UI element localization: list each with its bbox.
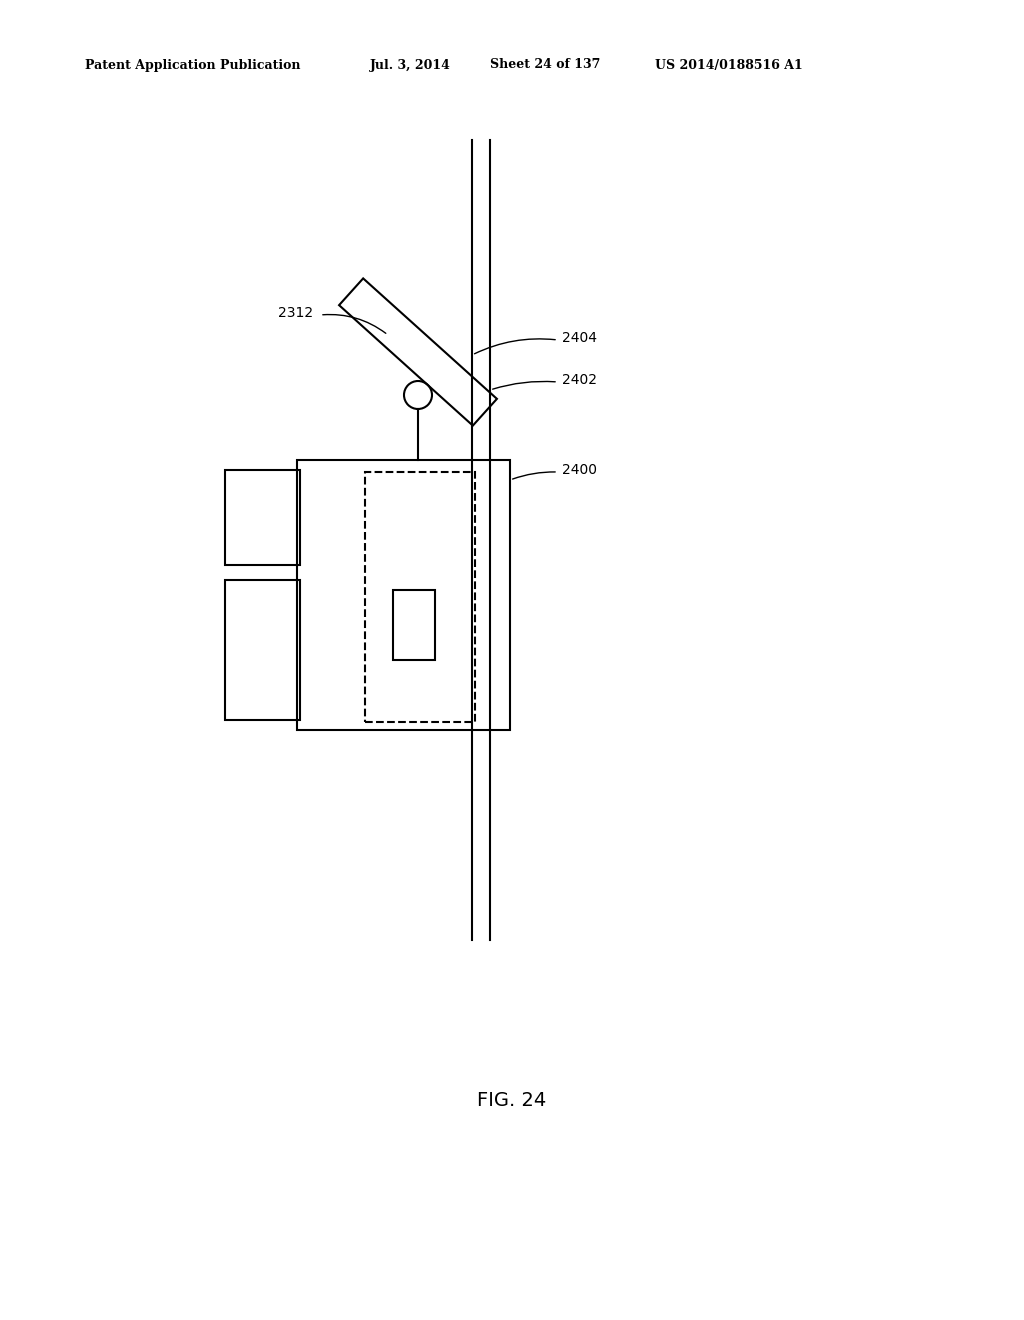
Bar <box>225 579 300 719</box>
Bar <box>365 473 475 722</box>
Text: Patent Application Publication: Patent Application Publication <box>85 58 300 71</box>
Text: 2400: 2400 <box>562 463 597 477</box>
Text: FIG. 24: FIG. 24 <box>477 1090 547 1110</box>
Text: US 2014/0188516 A1: US 2014/0188516 A1 <box>655 58 803 71</box>
Text: Jul. 3, 2014: Jul. 3, 2014 <box>370 58 451 71</box>
Bar <box>297 459 510 730</box>
Bar <box>393 590 435 660</box>
Text: 2404: 2404 <box>562 331 597 345</box>
Bar <box>225 470 300 565</box>
Text: 2312: 2312 <box>278 306 313 319</box>
Text: Sheet 24 of 137: Sheet 24 of 137 <box>490 58 600 71</box>
Text: 2402: 2402 <box>562 374 597 387</box>
